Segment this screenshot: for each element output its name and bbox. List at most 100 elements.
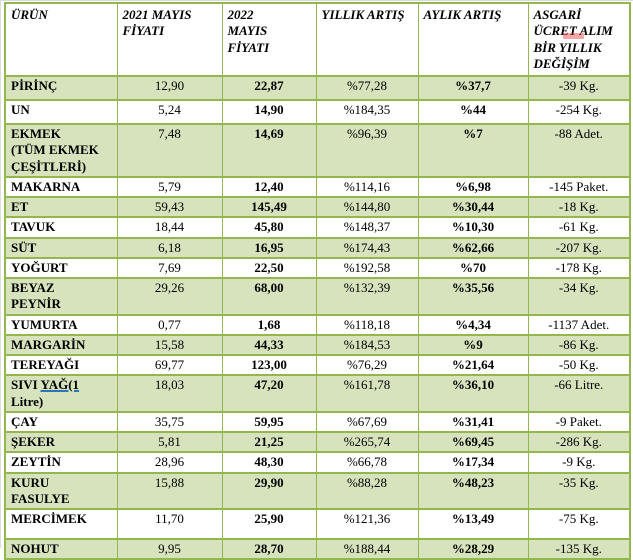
header-min-wage-change: ASGARİ ÜCRET ALIM BİR YILLIK DEĞİŞİM (527, 2, 631, 77)
wage-change-cell: -254 Kg. (527, 99, 631, 125)
page-edge-horizontal-line (0, 0, 633, 1)
yearly-increase-cell: %88,28 (315, 471, 419, 510)
price-2022-cell: 1,68 (221, 313, 317, 336)
header-row: ÜRÜN 2021 MAYIS FİYATI 2022 MAYIS FİYATI… (4, 2, 631, 77)
yearly-increase-cell: %184,53 (315, 333, 419, 357)
monthly-increase-cell: %31,41 (417, 410, 529, 434)
yearly-increase-cell: %66,78 (315, 451, 419, 474)
yearly-increase-cell: %132,39 (315, 277, 419, 316)
price-2021-cell: 15,88 (116, 471, 223, 510)
product-cell: BEYAZ PEYNİR (4, 277, 118, 316)
table-row: NOHUT 9,95 28,70 %188,44 %28,29 -135 Kg. (4, 537, 631, 560)
price-2022-cell: 145,49 (221, 195, 317, 219)
table-row: BEYAZ PEYNİR 29,26 68,00 %132,39 %35,56 -34 K… (4, 277, 631, 316)
price-2021-cell: 6,18 (116, 236, 223, 259)
yearly-increase-cell: %118,18 (315, 313, 419, 336)
yearly-increase-cell: %76,29 (315, 353, 419, 377)
table-row: ZEYTİN 28,96 48,30 %66,78 %17,34 -9 Kg. (4, 451, 631, 474)
product-cell: YOĞURT (4, 256, 118, 280)
wage-change-cell: -286 Kg. (527, 430, 631, 454)
table-row: TAVUK 18,44 45,80 %148,37 %10,30 -61 Kg. (4, 216, 631, 239)
price-2022-cell: 16,95 (221, 236, 317, 259)
wage-change-cell: -9 Kg. (527, 451, 631, 474)
monthly-increase-cell: %37,7 (417, 75, 529, 101)
price-2021-cell: 5,79 (116, 175, 223, 199)
wage-change-cell: -9 Paket. (527, 410, 631, 434)
product-cell: UN (4, 99, 118, 125)
yearly-increase-cell: %121,36 (315, 508, 419, 540)
table-row: SIVI YAĞ(1 Litre) 18,03 47,20 %161,78 %36,10… (4, 374, 631, 413)
product-cell: MERCİMEK (4, 508, 118, 540)
wage-change-cell: -35 Kg. (527, 471, 631, 510)
price-2021-cell: 7,69 (116, 256, 223, 280)
price-2021-cell: 29,26 (116, 277, 223, 316)
table-row: YOĞURT 7,69 22,50 %192,58 %70 -178 Kg. (4, 256, 631, 280)
product-cell: TEREYAĞI (4, 353, 118, 377)
wage-change-cell: -145 Paket. (527, 175, 631, 199)
price-2021-cell: 9,95 (116, 537, 223, 560)
table-row: TEREYAĞI 69,77 123,00 %76,29 %21,64 -50 Kg. (4, 353, 631, 377)
monthly-increase-cell: %13,49 (417, 508, 529, 540)
header-yearly-increase: YILLIK ARTIŞ (315, 2, 419, 77)
table-row: KURU FASULYE 15,88 29,90 %88,28 %48,23 -35 Kg… (4, 471, 631, 510)
price-2021-cell: 7,48 (116, 123, 223, 178)
price-2021-cell: 35,75 (116, 410, 223, 434)
product-cell: ŞEKER (4, 430, 118, 454)
yearly-increase-cell: %77,28 (315, 75, 419, 101)
price-2021-cell: 11,70 (116, 508, 223, 540)
wage-change-cell: -135 Kg. (527, 537, 631, 560)
table-row: MERCİMEK 11,70 25,90 %121,36 %13,49 -75 Kg. (4, 508, 631, 540)
price-2022-cell: 14,90 (221, 99, 317, 125)
table-row: UN 5,24 14,90 %184,35 %44 -254 Kg. (4, 99, 631, 125)
yearly-increase-cell: %161,78 (315, 374, 419, 413)
price-2021-cell: 12,90 (116, 75, 223, 101)
price-2022-cell: 47,20 (221, 374, 317, 413)
monthly-increase-cell: %4,34 (417, 313, 529, 336)
product-cell: ET (4, 195, 118, 219)
yearly-increase-cell: %188,44 (315, 537, 419, 560)
wage-change-cell: -1137 Adet. (527, 313, 631, 336)
price-2021-cell: 18,03 (116, 374, 223, 413)
monthly-increase-cell: %36,10 (417, 374, 529, 413)
price-2022-cell: 28,70 (221, 537, 317, 560)
price-2022-cell: 44,33 (221, 333, 317, 357)
table-row: YUMURTA 0,77 1,68 %118,18 %4,34 -1137 Adet. (4, 313, 631, 336)
wage-change-cell: -66 Litre. (527, 374, 631, 413)
price-2021-cell: 5,81 (116, 430, 223, 454)
price-2022-cell: 68,00 (221, 277, 317, 316)
price-2021-cell: 28,96 (116, 451, 223, 474)
price-2021-cell: 59,43 (116, 195, 223, 219)
product-cell: MAKARNA (4, 175, 118, 199)
yearly-increase-cell: %148,37 (315, 216, 419, 239)
price-2022-cell: 22,87 (221, 75, 317, 101)
wage-change-cell: -50 Kg. (527, 353, 631, 377)
price-2021-cell: 0,77 (116, 313, 223, 336)
product-cell: YUMURTA (4, 313, 118, 336)
monthly-increase-cell: %62,66 (417, 236, 529, 259)
product-cell: SÜT (4, 236, 118, 259)
header-monthly-increase: AYLIK ARTIŞ (417, 2, 529, 77)
product-cell: MARGARİN (4, 333, 118, 357)
wage-change-cell: -18 Kg. (527, 195, 631, 219)
yearly-increase-cell: %184,35 (315, 99, 419, 125)
monthly-increase-cell: %10,30 (417, 216, 529, 239)
monthly-increase-cell: %44 (417, 99, 529, 125)
monthly-increase-cell: %7 (417, 123, 529, 178)
monthly-increase-cell: %69,45 (417, 430, 529, 454)
product-cell: ÇAY (4, 410, 118, 434)
price-2022-cell: 21,25 (221, 430, 317, 454)
wage-change-cell: -207 Kg. (527, 236, 631, 259)
wage-change-cell: -34 Kg. (527, 277, 631, 316)
table-row: ŞEKER 5,81 21,25 %265,74 %69,45 -286 Kg. (4, 430, 631, 454)
wage-change-cell: -88 Adet. (527, 123, 631, 178)
yearly-increase-cell: %174,43 (315, 236, 419, 259)
table-row: MAKARNA 5,79 12,40 %114,16 %6,98 -145 Paket. (4, 175, 631, 199)
yearly-increase-cell: %67,69 (315, 410, 419, 434)
price-2022-cell: 12,40 (221, 175, 317, 199)
price-2022-cell: 22,50 (221, 256, 317, 280)
wage-change-cell: -86 Kg. (527, 333, 631, 357)
product-cell: TAVUK (4, 216, 118, 239)
product-cell: SIVI YAĞ(1 Litre) (4, 374, 118, 413)
monthly-increase-cell: %21,64 (417, 353, 529, 377)
monthly-increase-cell: %70 (417, 256, 529, 280)
